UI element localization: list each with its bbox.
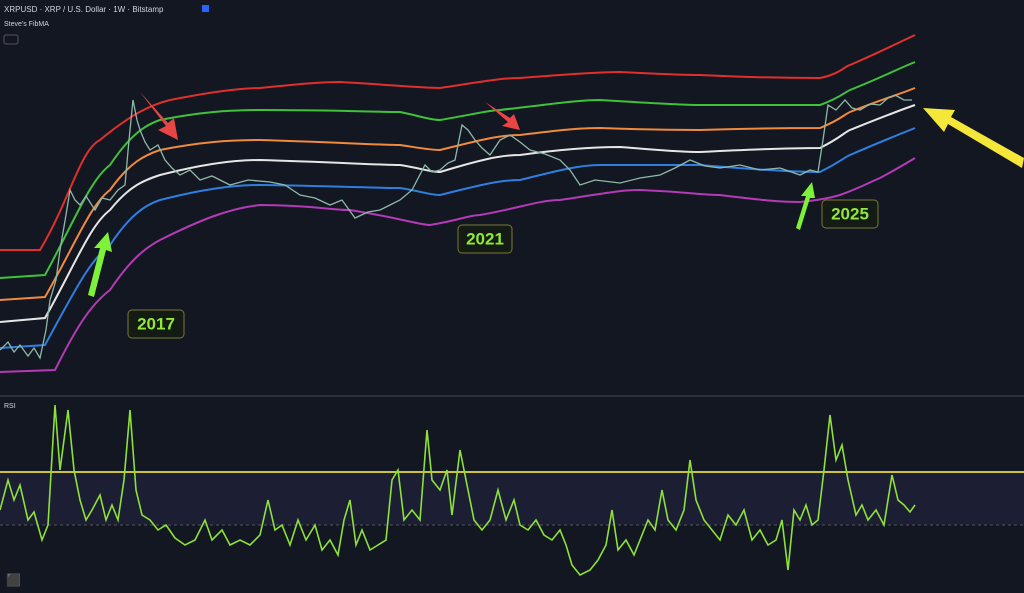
tv-logo: ⬛ bbox=[6, 573, 21, 587]
band-red bbox=[0, 34, 916, 251]
arrow-yellow bbox=[923, 108, 1024, 168]
symbol-header: XRPUSD · XRP / U.S. Dollar · 1W · Bitsta… bbox=[4, 5, 164, 14]
indicator-label: Steve's FibMA bbox=[4, 21, 49, 28]
fib-ma-bands bbox=[0, 34, 916, 373]
arrow-red bbox=[485, 102, 520, 130]
band-green bbox=[0, 61, 916, 279]
arrow-red bbox=[140, 92, 178, 140]
annotation-arrows bbox=[88, 92, 1024, 297]
price-candles bbox=[0, 94, 912, 360]
label-box bbox=[127, 309, 185, 339]
band-blue bbox=[0, 127, 916, 349]
collapse-button[interactable] bbox=[3, 34, 19, 45]
rsi-label: RSI bbox=[4, 403, 16, 410]
status-icon bbox=[202, 5, 209, 12]
band-orange bbox=[0, 87, 916, 301]
label-box bbox=[457, 224, 513, 254]
year-label: 2017 bbox=[137, 314, 175, 333]
band-purple bbox=[0, 157, 916, 373]
label-box bbox=[821, 199, 879, 229]
band-white bbox=[0, 104, 916, 323]
year-label: 2025 bbox=[831, 204, 869, 223]
arrow-green bbox=[796, 182, 815, 230]
year-label: 2021 bbox=[466, 229, 504, 248]
rsi-line bbox=[0, 404, 916, 577]
arrow-green bbox=[88, 232, 112, 297]
year-labels: 2017 2021 2025 bbox=[127, 199, 879, 339]
rsi-band bbox=[0, 472, 1024, 525]
